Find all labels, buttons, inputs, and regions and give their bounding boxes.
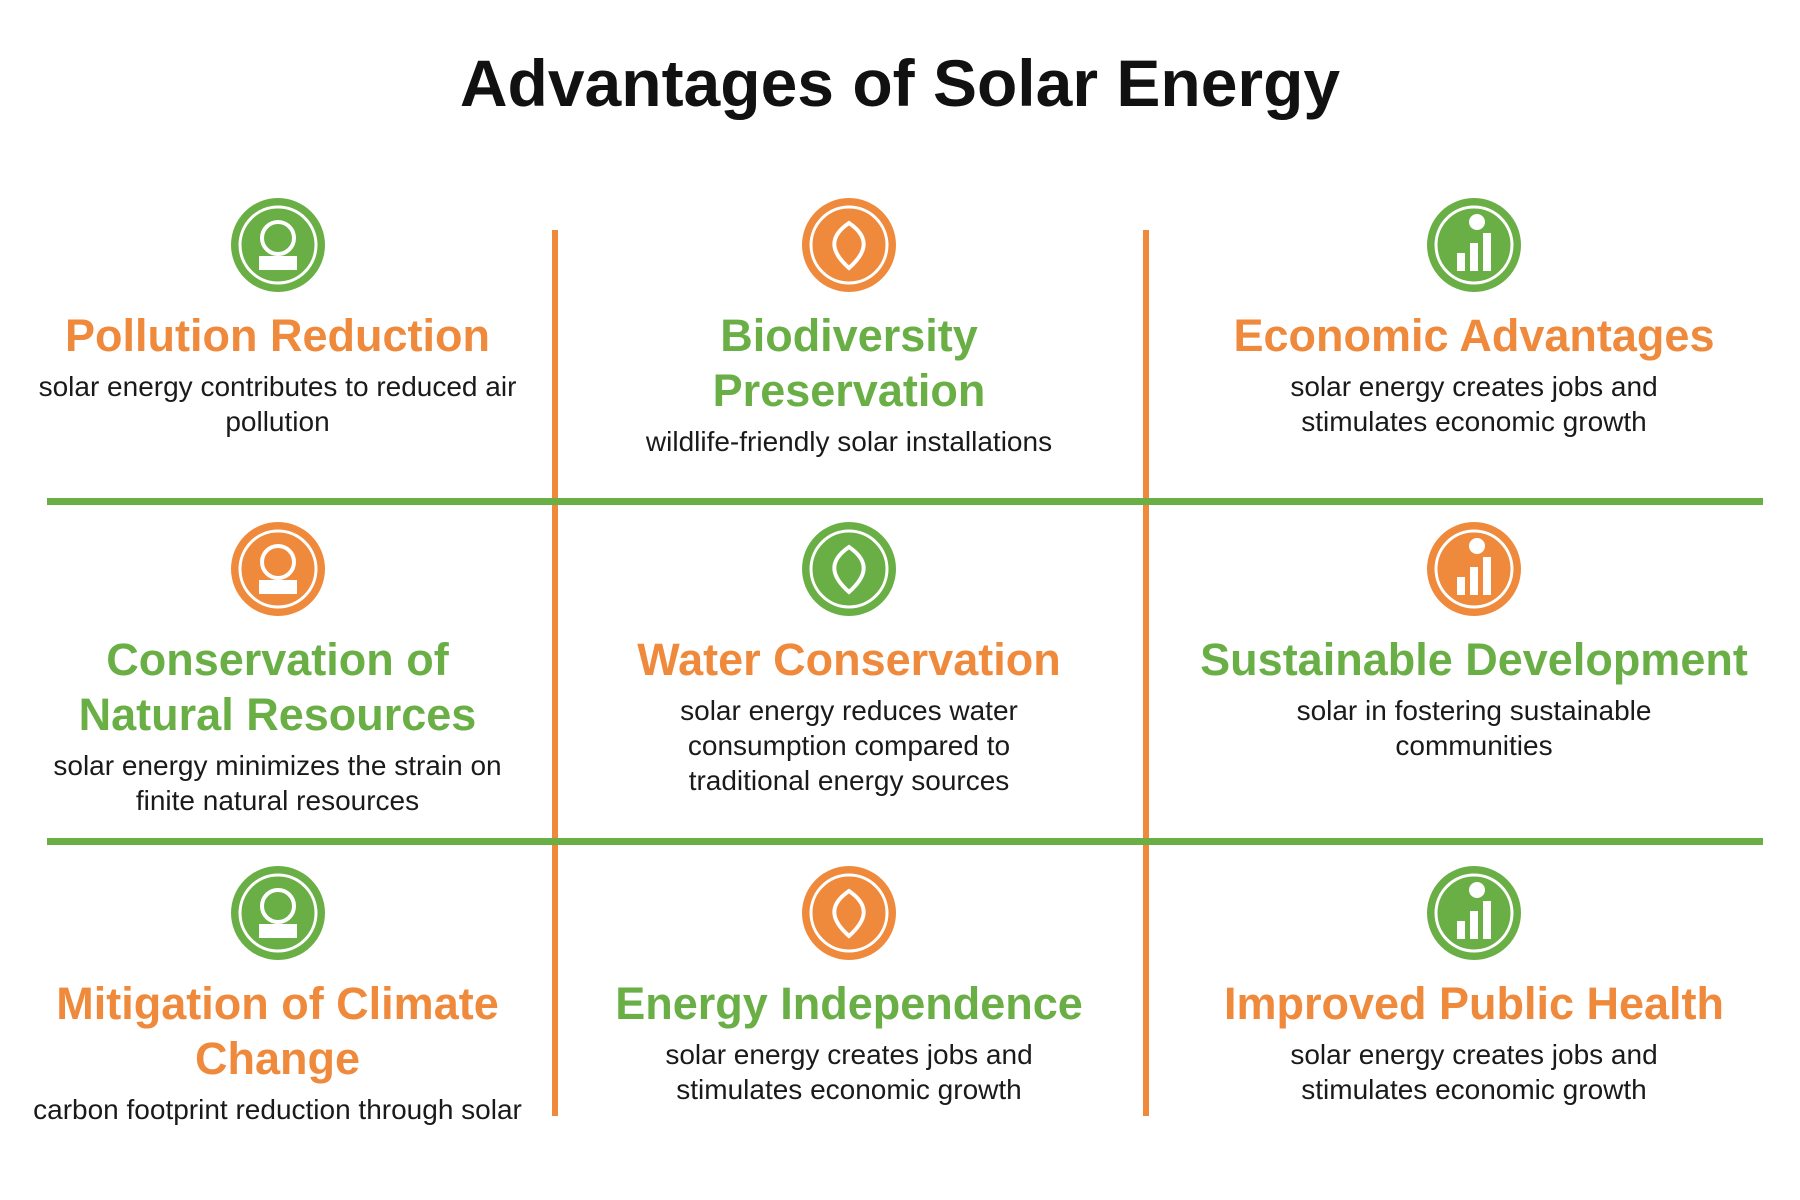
- advantage-heading: Mitigation of Climate Change: [56, 978, 499, 1084]
- advantage-text: solar energy reduces water consumption c…: [680, 695, 1018, 796]
- advantage-card: Energy Independence solar energy creates …: [575, 866, 1123, 1107]
- icon-glyph: [238, 205, 317, 285]
- icon-ring: [1434, 205, 1514, 285]
- icon-glyph: [809, 205, 889, 285]
- advantage-card: Conservation of Natural Resources solar e…: [20, 522, 535, 818]
- advantage-heading: Economic Advantages: [1233, 310, 1715, 361]
- advantage-card: Mitigation of Climate Change carbon footp…: [20, 866, 535, 1127]
- advantage-text: wildlife-friendly solar installations: [645, 426, 1053, 457]
- icon-ring: [238, 205, 317, 285]
- icon-ring: [809, 205, 889, 285]
- advantage-text: solar energy creates jobs and stimulates…: [1290, 371, 1658, 437]
- icon-glyph: [238, 529, 317, 609]
- advantage-card: Sustainable Development solar in fosterin…: [1166, 522, 1782, 763]
- row-divider: [47, 498, 1763, 505]
- advantage-text: solar energy creates jobs and stimulates…: [1290, 1039, 1658, 1105]
- advantage-icon: [802, 198, 896, 292]
- advantage-text: solar energy creates jobs and stimulates…: [665, 1039, 1033, 1105]
- advantage-icon: [230, 198, 325, 292]
- icon-ring: [809, 873, 889, 953]
- advantage-text: solar energy minimizes the strain on fin…: [53, 750, 502, 816]
- icon-ring: [1434, 873, 1514, 953]
- page-title: Advantages of Solar Energy: [459, 46, 1341, 120]
- advantage-icon: [1427, 522, 1521, 616]
- icon-glyph: [1434, 873, 1514, 953]
- icon-ring: [238, 529, 317, 609]
- advantage-heading: Pollution Reduction: [65, 310, 490, 361]
- icon-ring: [1434, 529, 1514, 609]
- advantage-icon: [802, 522, 896, 616]
- icon-ring: [238, 873, 317, 953]
- column-divider: [1143, 230, 1149, 1116]
- advantage-card: Economic Advantages solar energy creates …: [1166, 198, 1782, 439]
- icon-glyph: [1434, 205, 1514, 285]
- advantage-icon: [802, 866, 896, 960]
- advantage-heading: Biodiversity Preservation: [712, 310, 986, 416]
- advantage-icon: [1427, 866, 1521, 960]
- advantage-text: carbon footprint reduction through solar: [33, 1094, 522, 1125]
- advantage-heading: Improved Public Health: [1223, 978, 1725, 1029]
- icon-glyph: [809, 873, 889, 953]
- icon-ring: [809, 529, 889, 609]
- advantage-heading: Water Conservation: [637, 634, 1061, 685]
- advantage-card: Improved Public Health solar energy creat…: [1166, 866, 1782, 1107]
- advantage-heading: Conservation of Natural Resources: [78, 634, 477, 740]
- advantage-icon: [1427, 198, 1521, 292]
- advantage-icon: [230, 866, 325, 960]
- advantage-text: solar in fostering sustainable communiti…: [1296, 695, 1652, 761]
- advantage-heading: Energy Independence: [615, 978, 1083, 1029]
- advantage-icon: [230, 522, 325, 616]
- advantage-text: solar energy contributes to reduced air …: [38, 371, 517, 437]
- advantage-card: Water Conservation solar energy reduces w…: [575, 522, 1123, 798]
- icon-glyph: [238, 873, 317, 953]
- icon-glyph: [809, 529, 889, 609]
- row-divider: [47, 838, 1763, 845]
- advantage-card: Pollution Reduction solar energy contribu…: [20, 198, 535, 439]
- column-divider: [552, 230, 558, 1116]
- icon-glyph: [1434, 529, 1514, 609]
- advantage-heading: Sustainable Development: [1200, 634, 1748, 685]
- advantage-card: Biodiversity Preservation wildlife-friend…: [575, 198, 1123, 459]
